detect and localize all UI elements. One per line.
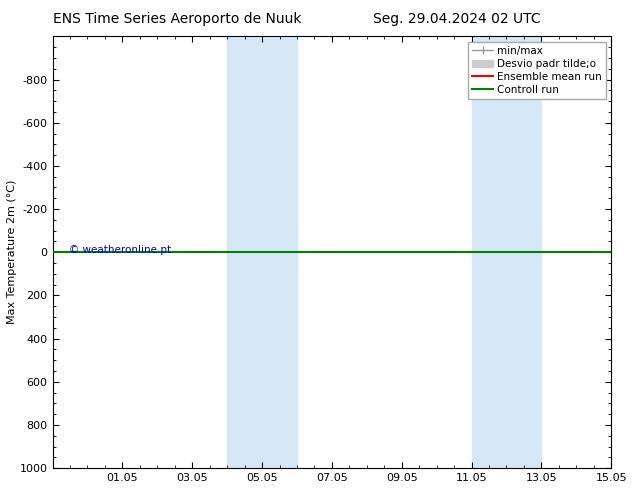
Bar [472,36,541,468]
Text: ENS Time Series Aeroporto de Nuuk: ENS Time Series Aeroporto de Nuuk [53,12,302,26]
Text: Seg. 29.04.2024 02 UTC: Seg. 29.04.2024 02 UTC [373,12,540,26]
Text: © weatheronline.pt: © weatheronline.pt [69,245,171,255]
Y-axis label: Max Temperature 2m (°C): Max Temperature 2m (°C) [7,180,17,324]
Bar [227,36,297,468]
Legend: min/max, Desvio padr tilde;o, Ensemble mean run, Controll run: min/max, Desvio padr tilde;o, Ensemble m… [468,42,606,99]
